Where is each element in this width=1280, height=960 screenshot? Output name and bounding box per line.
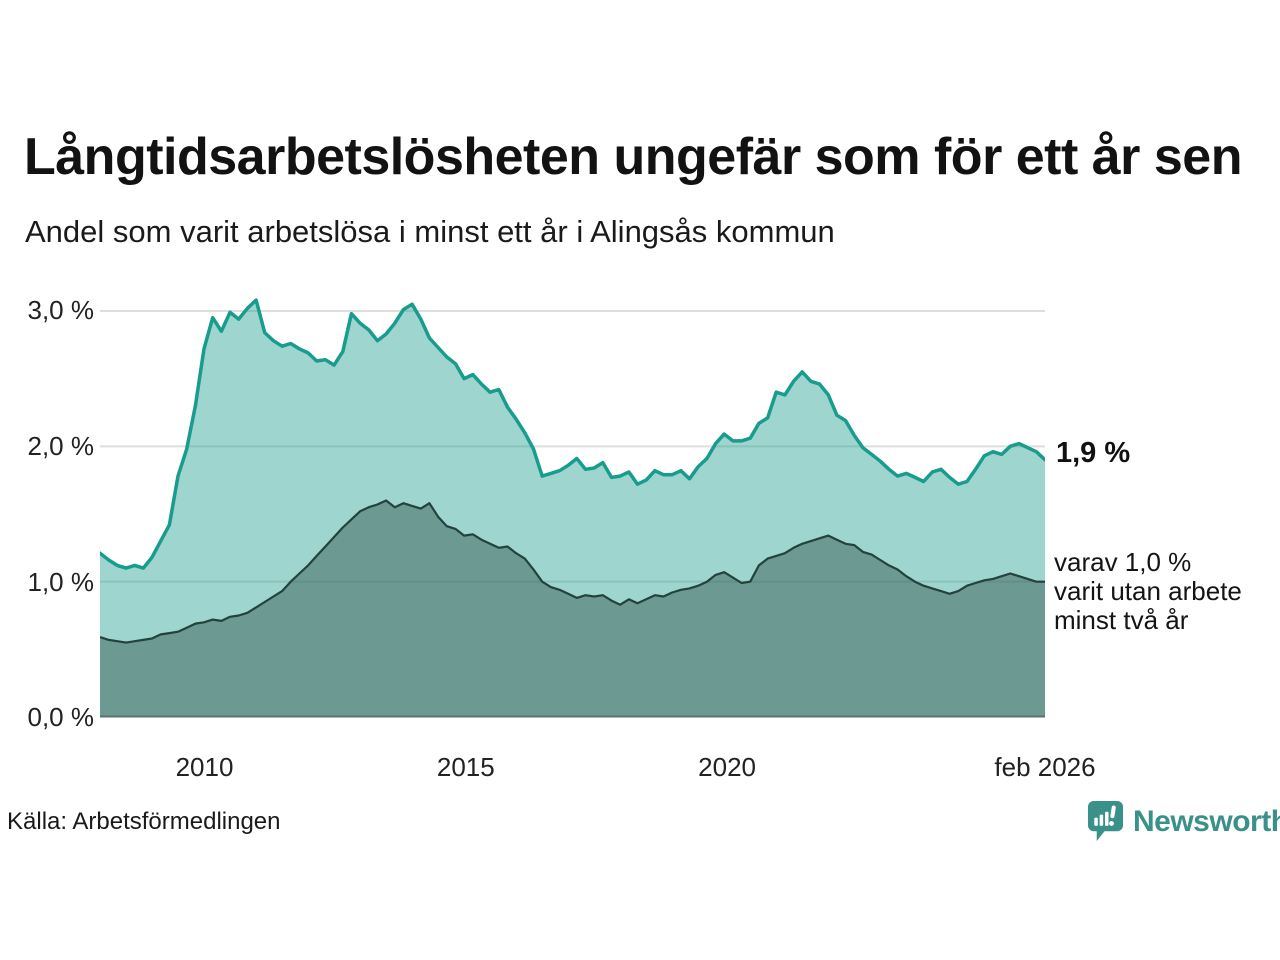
newsworthy-logo: Newsworthy — [1086, 799, 1280, 844]
secondary-annotation: varav 1,0 % varit utan arbete minst två … — [1054, 548, 1242, 635]
last-value-annotation: 1,9 % — [1056, 437, 1131, 469]
x-tick-label-2010: 2010 — [175, 752, 234, 782]
source-credit: Källa: Arbetsförmedlingen — [7, 808, 281, 835]
y-tick-label-2: 2,0 % — [27, 431, 95, 461]
x-tick-label-2015: 2015 — [436, 752, 495, 782]
secondary-annotation-line-1: varav 1,0 % — [1054, 547, 1192, 577]
page-title: Långtidsarbetslösheten ungefär som för e… — [24, 128, 1242, 186]
secondary-annotation-line-2: varit utan arbete — [1054, 576, 1242, 606]
area-unemployed-two-years — [100, 500, 1045, 717]
secondary-annotation-line-3: minst två år — [1054, 605, 1189, 635]
newsworthy-wordmark: Newsworthy — [1133, 804, 1280, 838]
y-tick-label-0: 0,0 % — [27, 702, 95, 732]
area-unemployed-one-year — [100, 300, 1045, 717]
newsworthy-bubble-chart-icon — [1087, 801, 1124, 841]
chart-area — [100, 298, 1045, 718]
line-unemployed-two-years — [100, 499, 1045, 644]
x-tick-label-feb-2026: feb 2026 — [994, 752, 1096, 782]
x-tick-label-2020: 2020 — [698, 752, 757, 782]
line-unemployed-one-year — [100, 298, 1045, 570]
y-tick-label-3: 3,0 % — [27, 295, 95, 325]
y-tick-label-1: 1,0 % — [27, 567, 95, 597]
page-subtitle: Andel som varit arbetslösa i minst ett å… — [25, 214, 835, 249]
